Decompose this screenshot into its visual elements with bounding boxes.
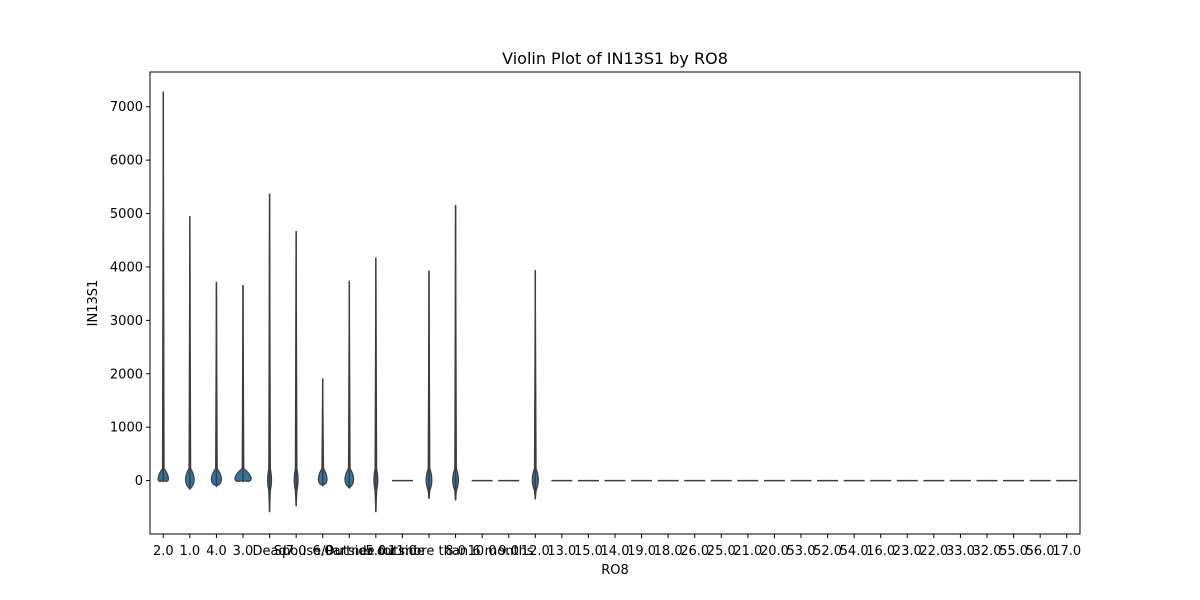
x-tick-label: 17.0 <box>1052 544 1081 559</box>
y-axis-label: IN13S1 <box>86 280 101 327</box>
x-tick-label: 10.0 <box>468 544 497 559</box>
x-tick-label: 11.0 <box>388 544 417 559</box>
x-tick-label: 25.0 <box>707 544 736 559</box>
x-tick-label: 16.0 <box>866 544 895 559</box>
x-tick-label: 1.0 <box>180 544 201 559</box>
x-tick-label: 33.0 <box>946 544 975 559</box>
x-tick-label: 8.0 <box>445 544 466 559</box>
x-tick-label: 18.0 <box>654 544 683 559</box>
x-tick-label: 55.0 <box>999 544 1028 559</box>
x-tick-label: Outside for more than 6 months <box>324 544 533 559</box>
y-tick-label: 4000 <box>110 260 143 275</box>
x-tick-label: 3.0 <box>233 544 254 559</box>
y-axis: 0 1000 2000 3000 4000 5000 6000 7000 <box>110 100 150 489</box>
y-tick-label: 6000 <box>110 154 143 169</box>
y-tick-label: 0 <box>135 474 143 489</box>
x-tick-label: 5.0 <box>366 544 387 559</box>
x-tick-label: 53.0 <box>787 544 816 559</box>
y-tick-label: 2000 <box>110 367 143 382</box>
x-tick-label: 52.0 <box>813 544 842 559</box>
x-tick-label: 6.0 <box>312 544 333 559</box>
x-tick-label: 20.0 <box>760 544 789 559</box>
y-tick-label: 1000 <box>110 421 143 436</box>
x-tick-label: 56.0 <box>1026 544 1055 559</box>
x-axis-label: RO8 <box>601 563 629 578</box>
chart-title: Violin Plot of IN13S1 by RO8 <box>502 49 728 68</box>
x-tick-label: 14.0 <box>601 544 630 559</box>
x-tick-label: 13.0 <box>547 544 576 559</box>
x-tick-label: 4.0 <box>206 544 227 559</box>
y-tick-label: 7000 <box>110 100 143 115</box>
y-tick-label: 5000 <box>110 207 143 222</box>
x-tick-label: 23.0 <box>893 544 922 559</box>
x-tick-label: 32.0 <box>973 544 1002 559</box>
x-tick-label: 54.0 <box>840 544 869 559</box>
x-tick-label: 26.0 <box>680 544 709 559</box>
violin-series <box>157 91 1078 513</box>
x-tick-label: Dead <box>252 544 286 559</box>
y-tick-label: 3000 <box>110 314 143 329</box>
x-tick-label: 21.0 <box>733 544 762 559</box>
plot-area-frame <box>149 71 1081 535</box>
x-tick-label: 2.0 <box>153 544 174 559</box>
x-tick-label: Spouse/Partner outside <box>274 544 425 559</box>
x-tick-label: 19.0 <box>627 544 656 559</box>
x-tick-label: 9.0 <box>498 544 519 559</box>
x-tick-label: 7.0 <box>286 544 307 559</box>
x-tick-label: 12.0 <box>521 544 550 559</box>
x-tick-label: 15.0 <box>574 544 603 559</box>
x-tick-label: 22.0 <box>919 544 948 559</box>
